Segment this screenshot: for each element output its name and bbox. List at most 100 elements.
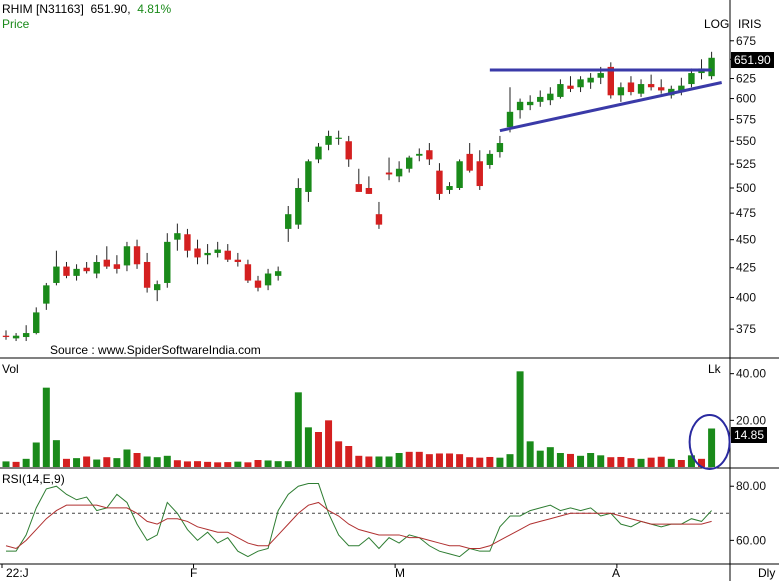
volume-bar — [506, 454, 514, 467]
volume-bar — [2, 461, 10, 467]
candle-body — [53, 266, 60, 283]
volume-bar — [163, 455, 171, 467]
rsi-label: RSI(14,E,9) — [2, 472, 65, 486]
volume-bar — [214, 462, 222, 467]
volume-bar — [42, 387, 50, 467]
candle-body — [466, 153, 473, 171]
volume-bar — [103, 457, 111, 467]
candle-body — [526, 101, 534, 106]
volume-bar — [587, 453, 595, 467]
price-tick-label: 425 — [736, 261, 756, 275]
volume-bar — [284, 461, 292, 467]
volume-tick-label: 20.00 — [736, 413, 766, 427]
symbol-label: RHIM [N31163] — [2, 2, 84, 16]
price-tick-label: 475 — [736, 206, 756, 220]
candle-body — [315, 146, 322, 160]
candle-body — [627, 82, 635, 93]
x-label-feb: F — [190, 566, 198, 580]
x-label-mar: M — [395, 566, 405, 580]
price-tick-label: 625 — [736, 72, 756, 86]
candle-body — [567, 85, 574, 89]
volume-bar — [456, 454, 464, 467]
volume-bar — [405, 451, 413, 467]
volume-bar — [22, 458, 30, 467]
log-scale-button[interactable]: LOG — [704, 17, 730, 31]
candle-body — [506, 111, 514, 128]
support-line — [499, 81, 722, 133]
candle-body — [486, 153, 494, 165]
volume-bar — [425, 454, 433, 467]
candle-body — [335, 137, 342, 139]
volume-bar — [607, 457, 615, 467]
volume-bar — [566, 453, 574, 467]
candle-body — [93, 261, 100, 274]
volume-bar — [32, 442, 40, 467]
volume-bar — [183, 461, 191, 467]
volume-bar — [546, 447, 554, 467]
volume-tick-label: 40.00 — [736, 367, 766, 381]
candle-body — [607, 66, 614, 96]
candle-body — [83, 267, 90, 272]
price-tick-label: 675 — [736, 34, 756, 48]
series-label: Price — [2, 17, 30, 31]
candle-body — [688, 73, 695, 85]
volume-bar — [536, 450, 544, 467]
volume-bar — [194, 461, 202, 467]
candle-body — [123, 246, 131, 266]
volume-bar — [133, 453, 141, 467]
volume-label: Vol — [2, 362, 19, 376]
candle-body — [708, 57, 715, 77]
price-tick-label: 400 — [736, 290, 756, 304]
change-percent: 4.81% — [137, 2, 172, 16]
candle-body — [647, 84, 655, 88]
candle-body — [456, 161, 463, 188]
candle-body — [214, 249, 221, 253]
volume-bar — [526, 441, 534, 467]
volume-bar — [435, 453, 443, 467]
volume-bar — [657, 456, 665, 467]
candle-body — [12, 335, 20, 339]
candle-body — [2, 335, 10, 338]
x-label-jan: 22:J — [6, 566, 29, 580]
source-watermark: Source : www.SpiderSoftwareIndia.com — [50, 343, 261, 357]
volume-bar — [113, 458, 121, 467]
volume-bar — [204, 461, 212, 467]
volume-bar — [244, 462, 252, 467]
price-tick-label: 575 — [736, 112, 756, 126]
candle-body — [143, 261, 151, 288]
candle-body — [164, 241, 171, 283]
volume-bar — [304, 427, 312, 467]
volume-bar — [314, 432, 322, 467]
volume-bar — [365, 456, 373, 467]
candle-body — [194, 248, 201, 258]
volume-bar — [597, 455, 605, 467]
candle-body — [73, 268, 80, 276]
candle-body — [395, 168, 403, 177]
candle-body — [345, 141, 352, 160]
candle-body — [43, 285, 50, 304]
candle-body — [254, 280, 262, 288]
candle-body — [617, 87, 625, 96]
volume-bar — [637, 458, 645, 467]
candle-body — [375, 214, 383, 225]
volume-bar — [294, 392, 302, 467]
candle-body — [516, 101, 524, 111]
candle-body — [496, 143, 504, 153]
volume-bar — [556, 453, 564, 467]
candle-body — [63, 266, 70, 276]
highlight-circle — [688, 414, 731, 470]
price-tick-label: 375 — [736, 322, 756, 336]
rsi-tick-label: 60.00 — [736, 533, 766, 547]
candle-body — [224, 250, 231, 260]
period-label[interactable]: Dly — [758, 566, 776, 580]
rsi-panel — [0, 483, 730, 558]
candle-body — [678, 85, 685, 91]
candle-body — [244, 264, 252, 281]
volume-bar — [264, 460, 272, 467]
volume-bar — [516, 371, 524, 467]
candle-body — [264, 273, 272, 286]
volume-bar — [677, 460, 685, 467]
volume-bar — [708, 428, 716, 467]
candle-body — [476, 161, 483, 187]
candle-body — [426, 150, 433, 160]
